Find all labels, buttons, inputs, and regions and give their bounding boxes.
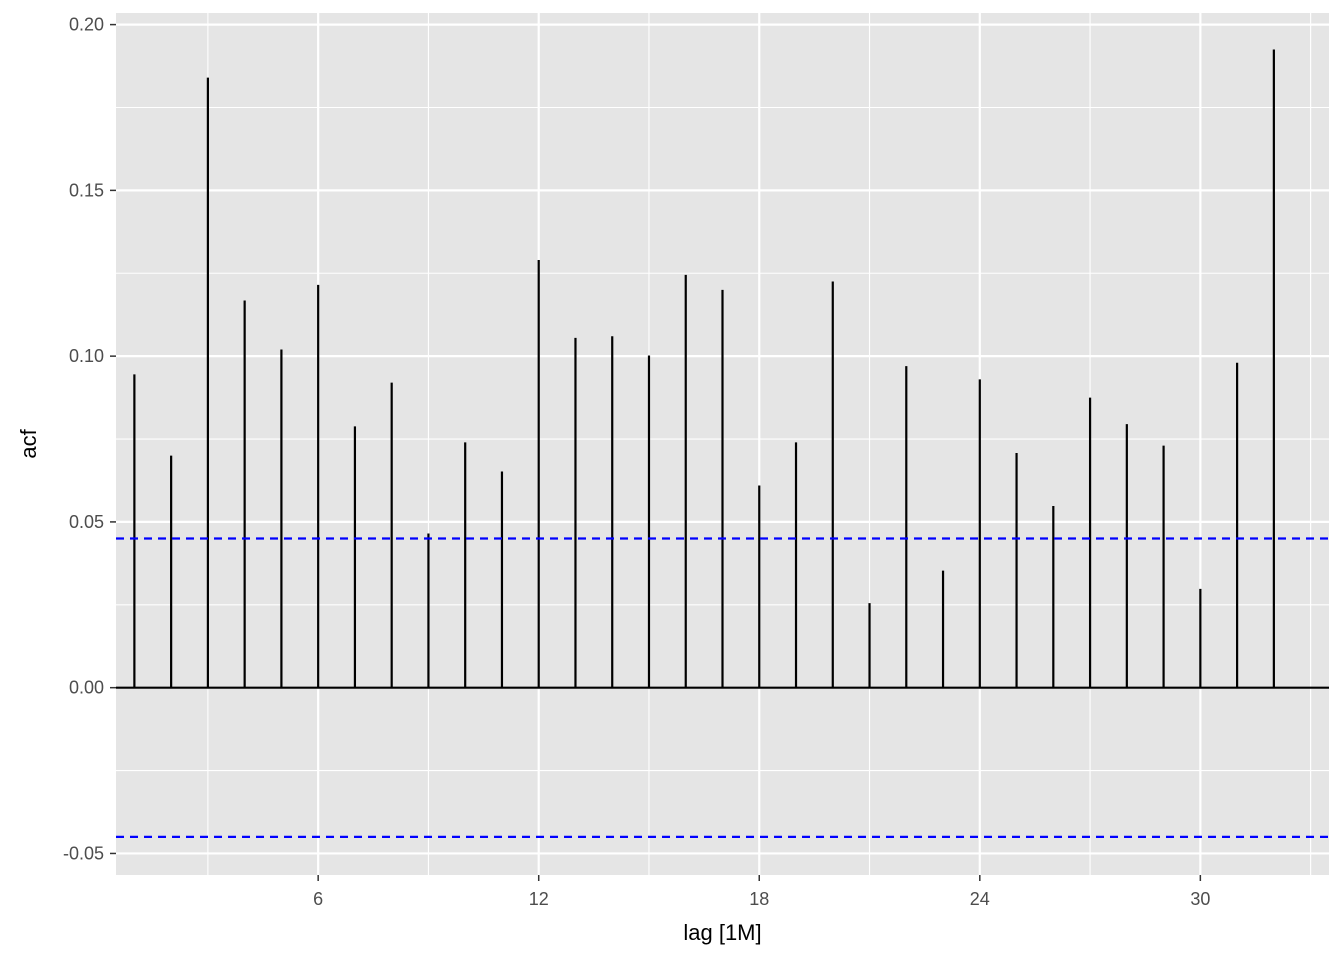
x-tick-label: 12: [529, 889, 549, 909]
confidence-bounds: [116, 537, 1329, 838]
y-axis: -0.05 0.00 0.05 0.10 0.15 0.20: [63, 15, 116, 863]
x-axis-title: lag [1M]: [683, 920, 761, 945]
x-tick-label: 30: [1190, 889, 1210, 909]
y-tick-label: 0.10: [69, 346, 104, 366]
acf-bars: [133, 49, 1275, 688]
x-tick-label: 6: [313, 889, 323, 909]
y-axis-title: acf: [16, 428, 41, 458]
y-tick-label: 0.00: [69, 678, 104, 698]
x-axis: 6 12 18 24 30: [313, 875, 1210, 909]
y-tick-label: 0.20: [69, 15, 104, 35]
y-tick-label: 0.05: [69, 512, 104, 532]
x-tick-label: 24: [970, 889, 990, 909]
y-tick-label: -0.05: [63, 843, 104, 863]
y-tick-label: 0.15: [69, 180, 104, 200]
x-tick-label: 18: [749, 889, 769, 909]
